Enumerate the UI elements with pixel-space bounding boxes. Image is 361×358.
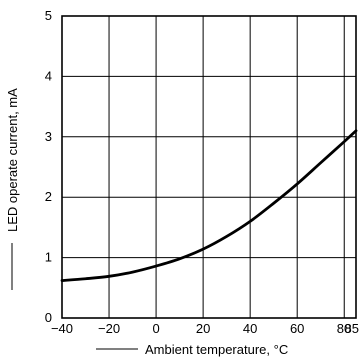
x-tick-label: 80 (337, 321, 351, 336)
x-axis-label: Ambient temperature, °C (145, 342, 288, 357)
y-tick-label: 2 (45, 189, 52, 204)
y-tick-label: 0 (45, 310, 52, 325)
x-tick-label: 85 (345, 321, 359, 336)
y-axis-label-group: LED operate current, mA (5, 88, 20, 290)
x-tick-label: 0 (152, 321, 159, 336)
y-tick-label: 4 (45, 68, 52, 83)
y-ticks: 0 1 2 3 4 5 (45, 8, 52, 325)
x-axis-label-group: Ambient temperature, °C (96, 342, 288, 357)
y-tick-label: 3 (45, 129, 52, 144)
y-tick-label: 1 (45, 250, 52, 265)
x-tick-label: −20 (98, 321, 120, 336)
y-tick-label: 5 (45, 8, 52, 23)
series-line-0 (60, 129, 358, 282)
x-tick-label: −40 (51, 321, 73, 336)
grid (62, 16, 356, 318)
x-tick-label: 60 (290, 321, 304, 336)
plot-frame (61, 15, 357, 319)
series (60, 129, 358, 282)
x-tick-label: 40 (243, 321, 257, 336)
y-axis-label: LED operate current, mA (5, 88, 20, 232)
x-tick-label: 20 (196, 321, 210, 336)
